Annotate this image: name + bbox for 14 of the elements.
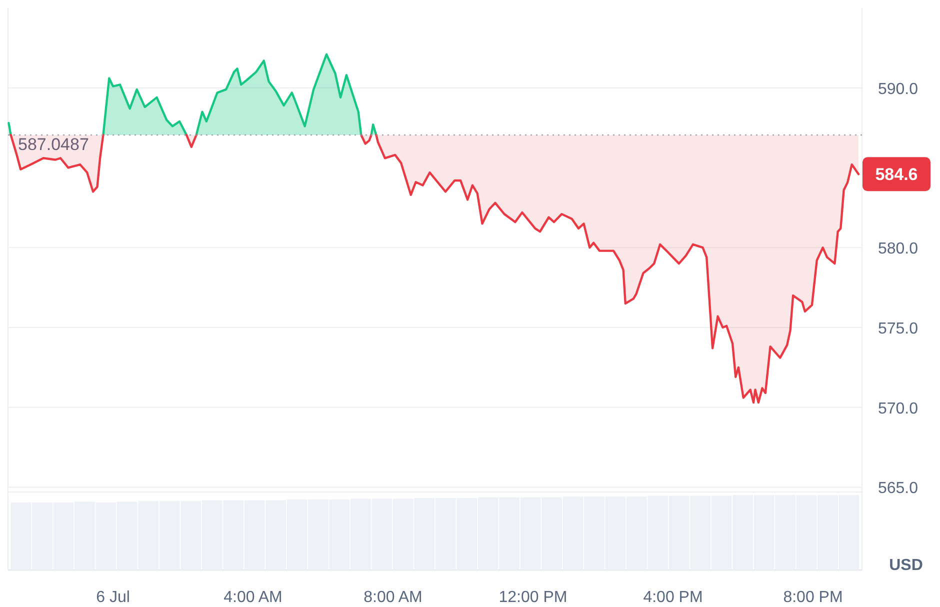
y-tick-label: 570.0	[878, 400, 918, 418]
y-axis-title: USD	[889, 557, 923, 574]
x-tick-label: 6 Jul	[96, 589, 130, 606]
y-tick-label: 565.0	[878, 480, 918, 498]
x-tick-label: 12:00 PM	[498, 589, 568, 606]
y-tick-label: 580.0	[878, 240, 918, 258]
x-tick-label: 4:00 AM	[224, 589, 282, 606]
x-tick-label: 8:00 AM	[364, 589, 422, 606]
annotation: 584.6	[875, 165, 918, 184]
x-tick-label: 8:00 PM	[783, 589, 843, 606]
x-tick-label: 4:00 PM	[643, 589, 703, 606]
y-tick-label: 575.0	[878, 320, 918, 338]
y-tick-label: 590.0	[878, 80, 918, 98]
ref-line-label: 587.0487	[18, 135, 89, 154]
